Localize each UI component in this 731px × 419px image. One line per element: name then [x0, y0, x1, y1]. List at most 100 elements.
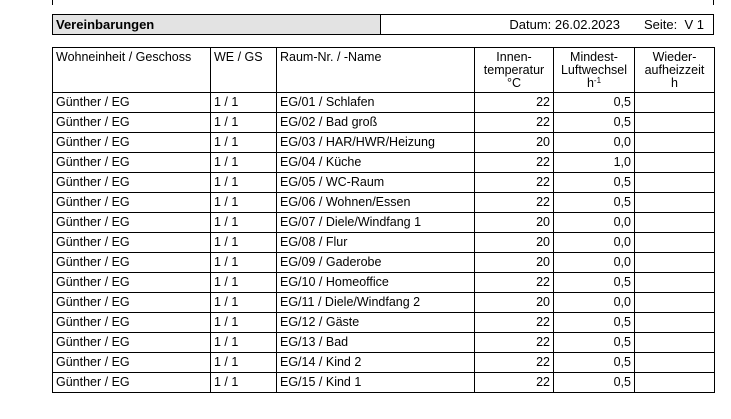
cell-wohneinheit: Günther / EG [52, 92, 211, 113]
cell-aufheizzeit [634, 152, 715, 173]
cell-luftwechsel: 0,0 [553, 232, 635, 253]
cell-innentemperatur: 22 [474, 332, 554, 353]
cell-luftwechsel: 0,5 [553, 332, 635, 353]
cell-aufheizzeit [634, 292, 715, 313]
cell-raum: EG/03 / HAR/HWR/Heizung [276, 132, 475, 153]
page-value: V 1 [684, 17, 704, 32]
cell-luftwechsel: 0,0 [553, 292, 635, 313]
cell-we-gs: 1 / 1 [210, 212, 277, 233]
cell-raum: EG/02 / Bad groß [276, 112, 475, 133]
cell-raum: EG/12 / Gäste [276, 312, 475, 333]
cell-luftwechsel: 0,5 [553, 92, 635, 113]
cell-we-gs: 1 / 1 [210, 312, 277, 333]
cell-wohneinheit: Günther / EG [52, 132, 211, 153]
cell-raum: EG/05 / WC-Raum [276, 172, 475, 193]
cell-innentemperatur: 22 [474, 352, 554, 373]
cell-aufheizzeit [634, 172, 715, 193]
cell-we-gs: 1 / 1 [210, 172, 277, 193]
cell-raum: EG/08 / Flur [276, 232, 475, 253]
cell-aufheizzeit [634, 332, 715, 353]
cell-luftwechsel: 1,0 [553, 152, 635, 173]
column-header-aufheizzeit: Wieder- aufheizzeit h [634, 47, 715, 93]
cell-innentemperatur: 22 [474, 112, 554, 133]
table-row: Günther / EG 1 / 1 EG/13 / Bad 22 0,5 [52, 332, 715, 353]
cell-aufheizzeit [634, 272, 715, 293]
cell-we-gs: 1 / 1 [210, 132, 277, 153]
cell-wohneinheit: Günther / EG [52, 312, 211, 333]
cell-wohneinheit: Günther / EG [52, 292, 211, 313]
cell-raum: EG/04 / Küche [276, 152, 475, 173]
cell-raum: EG/01 / Schlafen [276, 92, 475, 113]
cell-innentemperatur: 22 [474, 172, 554, 193]
cell-aufheizzeit [634, 92, 715, 113]
date-field: Datum: 26.02.2023 [509, 15, 620, 34]
table-row: Günther / EG 1 / 1 EG/02 / Bad groß 22 0,5 [52, 112, 715, 133]
cell-raum: EG/15 / Kind 1 [276, 372, 475, 393]
cell-luftwechsel: 0,0 [553, 212, 635, 233]
cell-wohneinheit: Günther / EG [52, 192, 211, 213]
table-row: Günther / EG 1 / 1 EG/07 / Diele/Windfang … [52, 212, 715, 233]
column-header-we-gs: WE / GS [210, 47, 277, 93]
cell-wohneinheit: Günther / EG [52, 232, 211, 253]
page-field: Seite: V 1 [644, 15, 704, 34]
cell-we-gs: 1 / 1 [210, 232, 277, 253]
cell-innentemperatur: 22 [474, 372, 554, 393]
header-bar: Vereinbarungen Datum: 26.02.2023 Seite: … [52, 14, 714, 35]
cell-innentemperatur: 20 [474, 252, 554, 273]
cell-innentemperatur: 22 [474, 152, 554, 173]
table-row: Günther / EG 1 / 1 EG/03 / HAR/HWR/Heizung… [52, 132, 715, 153]
cell-wohneinheit: Günther / EG [52, 112, 211, 133]
cell-luftwechsel: 0,5 [553, 112, 635, 133]
cell-aufheizzeit [634, 372, 715, 393]
cell-innentemperatur: 20 [474, 292, 554, 313]
cell-luftwechsel: 0,5 [553, 372, 635, 393]
cell-luftwechsel: 0,5 [553, 272, 635, 293]
cell-we-gs: 1 / 1 [210, 252, 277, 273]
cell-we-gs: 1 / 1 [210, 372, 277, 393]
cell-innentemperatur: 20 [474, 232, 554, 253]
table-row: Günther / EG 1 / 1 EG/09 / Gaderobe 20 0,0 [52, 252, 715, 273]
cell-we-gs: 1 / 1 [210, 332, 277, 353]
cell-aufheizzeit [634, 112, 715, 133]
column-header-innentemperatur: Innen- temperatur °C [474, 47, 554, 93]
cell-luftwechsel: 0,5 [553, 312, 635, 333]
page-label: Seite: [644, 17, 678, 32]
cell-raum: EG/14 / Kind 2 [276, 352, 475, 373]
cell-wohneinheit: Günther / EG [52, 332, 211, 353]
cell-we-gs: 1 / 1 [210, 272, 277, 293]
table-row: Günther / EG 1 / 1 EG/14 / Kind 2 22 0,5 [52, 352, 715, 373]
cell-aufheizzeit [634, 132, 715, 153]
table-header-row: Wohneinheit / Geschoss WE / GS Raum-Nr. … [52, 47, 715, 93]
table-body: Günther / EG 1 / 1 EG/01 / Schlafen 22 0,5 Gü… [52, 92, 715, 393]
cell-raum: EG/13 / Bad [276, 332, 475, 353]
cell-wohneinheit: Günther / EG [52, 272, 211, 293]
cell-wohneinheit: Günther / EG [52, 352, 211, 373]
table-row: Günther / EG 1 / 1 EG/06 / Wohnen/Essen 22 0… [52, 192, 715, 213]
unit-h: h-1 [586, 76, 602, 90]
cell-we-gs: 1 / 1 [210, 352, 277, 373]
agreements-table: Wohneinheit / Geschoss WE / GS Raum-Nr. … [52, 47, 715, 393]
table-row: Günther / EG 1 / 1 EG/05 / WC-Raum 22 0,5 [52, 172, 715, 193]
date-label: Datum: [509, 17, 552, 32]
table-row: Günther / EG 1 / 1 EG/12 / Gäste 22 0,5 [52, 312, 715, 333]
table-row: Günther / EG 1 / 1 EG/04 / Küche 22 1,0 [52, 152, 715, 173]
cell-luftwechsel: 0,5 [553, 352, 635, 373]
column-header-raum: Raum-Nr. / -Name [276, 47, 475, 93]
cell-wohneinheit: Günther / EG [52, 212, 211, 233]
cell-aufheizzeit [634, 252, 715, 273]
cell-raum: EG/10 / Homeoffice [276, 272, 475, 293]
cell-innentemperatur: 22 [474, 312, 554, 333]
cell-luftwechsel: 0,5 [553, 172, 635, 193]
cell-aufheizzeit [634, 232, 715, 253]
cell-wohneinheit: Günther / EG [52, 252, 211, 273]
cell-we-gs: 1 / 1 [210, 92, 277, 113]
page-top-border [52, 0, 714, 5]
table-row: Günther / EG 1 / 1 EG/11 / Diele/Windfang … [52, 292, 715, 313]
date-value: 26.02.2023 [554, 17, 620, 32]
cell-innentemperatur: 20 [474, 212, 554, 233]
cell-wohneinheit: Günther / EG [52, 372, 211, 393]
cell-raum: EG/07 / Diele/Windfang 1 [276, 212, 475, 233]
cell-innentemperatur: 20 [474, 132, 554, 153]
table-row: Günther / EG 1 / 1 EG/01 / Schlafen 22 0,5 [52, 92, 715, 113]
cell-luftwechsel: 0,5 [553, 192, 635, 213]
